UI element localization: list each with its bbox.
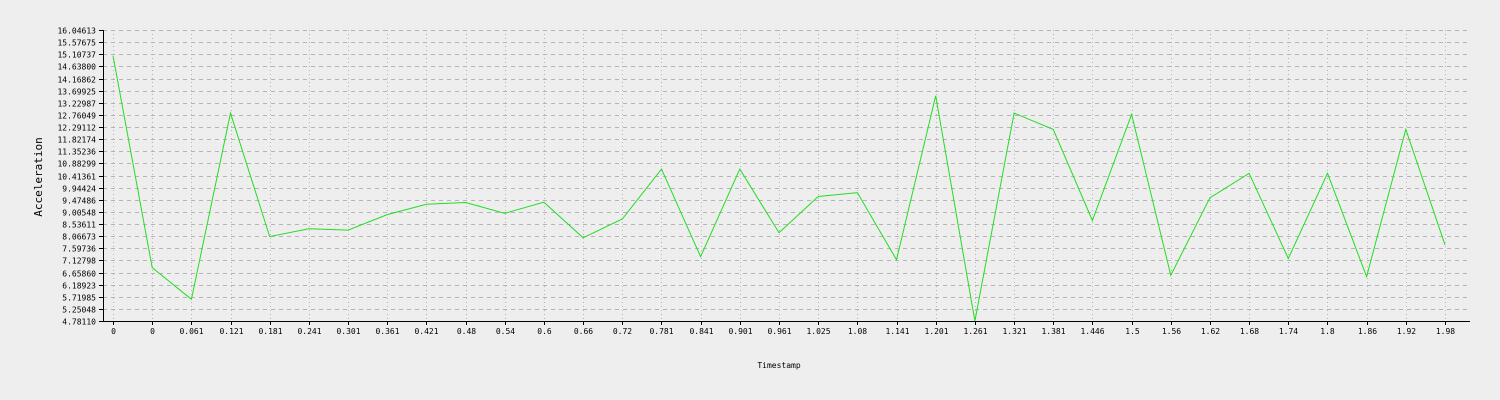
x-tick-label: 0.121 bbox=[219, 327, 243, 336]
axes bbox=[99, 30, 1470, 325]
x-tick-label: 1.08 bbox=[848, 327, 867, 336]
x-tick-label: 0 bbox=[111, 327, 116, 336]
x-tick-label: 1.8 bbox=[1320, 327, 1335, 336]
y-tick-label: 10.41361 bbox=[57, 173, 96, 182]
x-tick-label: 1.446 bbox=[1080, 327, 1104, 336]
y-tick-label: 10.88299 bbox=[57, 160, 96, 169]
x-tick-label: 1.025 bbox=[806, 327, 830, 336]
y-tick-label: 8.53611 bbox=[62, 221, 96, 230]
x-tick-label: 0.54 bbox=[496, 327, 515, 336]
x-tick-label: 1.68 bbox=[1240, 327, 1259, 336]
x-tick-label: 1.261 bbox=[963, 327, 987, 336]
y-tick-label: 9.00548 bbox=[62, 209, 96, 218]
x-tick-label: 0.301 bbox=[336, 327, 360, 336]
y-tick-label: 12.29112 bbox=[57, 124, 96, 133]
x-tick-label: 0.181 bbox=[258, 327, 282, 336]
y-tick-label: 12.76049 bbox=[57, 112, 96, 121]
y-tick-label: 16.04613 bbox=[57, 27, 96, 36]
series-line bbox=[112, 55, 1446, 322]
y-tick-label: 9.47486 bbox=[62, 197, 96, 206]
y-tick-label: 15.57675 bbox=[57, 39, 96, 48]
y-tick-label: 4.78110 bbox=[62, 318, 96, 327]
x-tick-label: 1.62 bbox=[1201, 327, 1220, 336]
y-tick-label: 5.71985 bbox=[62, 294, 96, 303]
y-tick-label: 6.65860 bbox=[62, 270, 96, 279]
x-tick-label: 1.321 bbox=[1002, 327, 1026, 336]
y-tick-label: 11.82174 bbox=[57, 136, 96, 145]
x-tick-label: 1.92 bbox=[1397, 327, 1416, 336]
x-tick-label: 0.961 bbox=[767, 327, 791, 336]
x-tick-label: 0.781 bbox=[649, 327, 673, 336]
x-tick-label: 1.201 bbox=[924, 327, 948, 336]
x-tick-label: 0.241 bbox=[297, 327, 321, 336]
x-tick-label: 1.5 bbox=[1125, 327, 1140, 336]
x-tick-label: 1.381 bbox=[1041, 327, 1065, 336]
x-tick-label: 0.48 bbox=[457, 327, 476, 336]
y-tick-label: 7.59736 bbox=[62, 245, 96, 254]
x-tick-label: 0.901 bbox=[728, 327, 752, 336]
y-tick-label: 6.18923 bbox=[62, 282, 96, 291]
x-tick-label: 0.6 bbox=[537, 327, 552, 336]
y-tick-labels: 4.78110 5.25048 5.71985 6.18923 6.65860 7.127… bbox=[57, 27, 96, 327]
y-tick-label: 13.69925 bbox=[57, 88, 96, 97]
y-tick-label: 11.35236 bbox=[57, 148, 96, 157]
y-tick-label: 14.16862 bbox=[57, 76, 96, 85]
y-tick-label: 7.12798 bbox=[62, 257, 96, 266]
y-tick-label: 13.22987 bbox=[57, 100, 96, 109]
x-tick-label: 0.421 bbox=[414, 327, 438, 336]
x-axis-title: Timestamp bbox=[757, 361, 801, 370]
x-tick-label: 1.98 bbox=[1436, 327, 1455, 336]
y-tick-label: 9.94424 bbox=[62, 185, 96, 194]
x-tick-labels: 0 0 0.061 0.121 0.181 0.241 0.301 0.361 0.421 0.4… bbox=[111, 327, 1455, 336]
x-tick-label: 1.86 bbox=[1358, 327, 1377, 336]
y-tick-label: 8.06673 bbox=[62, 233, 96, 242]
y-axis-title: Acceleration bbox=[32, 137, 45, 216]
x-tick-label: 0.361 bbox=[375, 327, 399, 336]
x-tick-label: 0.72 bbox=[613, 327, 632, 336]
y-tick-label: 5.25048 bbox=[62, 306, 96, 315]
x-tick-label: 1.56 bbox=[1162, 327, 1181, 336]
grid bbox=[103, 30, 1470, 321]
x-tick-label: 1.74 bbox=[1279, 327, 1298, 336]
y-tick-label: 15.10737 bbox=[57, 51, 96, 60]
x-tick-label: 0.66 bbox=[574, 327, 593, 336]
x-tick-label: 0 bbox=[150, 327, 155, 336]
series-layer bbox=[112, 55, 1446, 322]
y-tick-label: 14.63800 bbox=[57, 63, 96, 72]
x-tick-label: 0.841 bbox=[689, 327, 713, 336]
x-tick-label: 1.141 bbox=[885, 327, 909, 336]
x-tick-label: 0.061 bbox=[179, 327, 203, 336]
